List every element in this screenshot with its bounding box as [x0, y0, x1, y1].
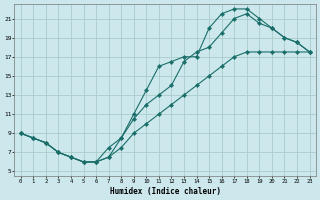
X-axis label: Humidex (Indice chaleur): Humidex (Indice chaleur): [110, 187, 220, 196]
